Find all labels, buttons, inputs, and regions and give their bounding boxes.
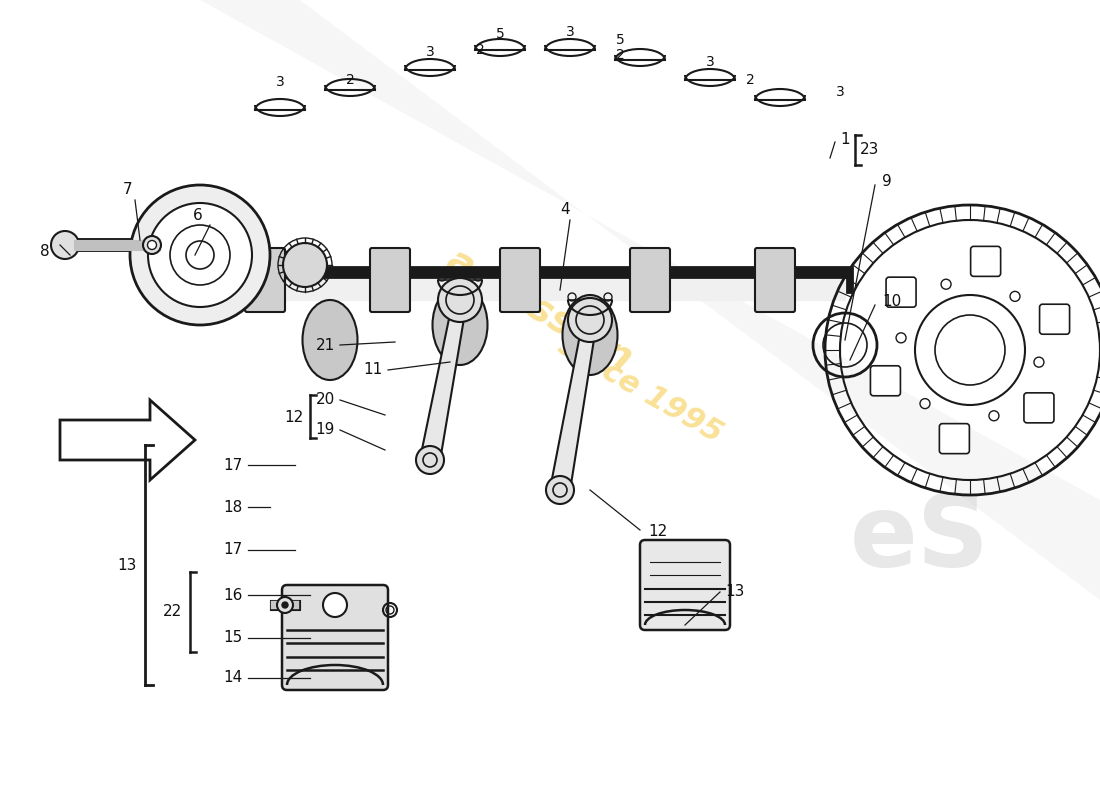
Ellipse shape bbox=[143, 236, 161, 254]
Text: 13: 13 bbox=[118, 558, 138, 573]
FancyBboxPatch shape bbox=[245, 248, 285, 312]
Circle shape bbox=[277, 597, 293, 613]
FancyBboxPatch shape bbox=[1040, 304, 1069, 334]
Text: 2: 2 bbox=[616, 48, 625, 62]
Text: 12: 12 bbox=[285, 410, 304, 425]
Text: 3: 3 bbox=[426, 45, 434, 59]
Circle shape bbox=[130, 185, 270, 325]
Text: 13: 13 bbox=[725, 585, 745, 599]
Text: 19: 19 bbox=[316, 422, 336, 438]
Text: eS: eS bbox=[850, 491, 990, 589]
FancyBboxPatch shape bbox=[630, 248, 670, 312]
FancyBboxPatch shape bbox=[887, 277, 916, 307]
Circle shape bbox=[323, 593, 346, 617]
Polygon shape bbox=[200, 0, 1100, 600]
Text: 16: 16 bbox=[223, 587, 243, 602]
Circle shape bbox=[546, 476, 574, 504]
Circle shape bbox=[416, 446, 444, 474]
Text: a passion: a passion bbox=[440, 242, 639, 378]
FancyBboxPatch shape bbox=[500, 248, 540, 312]
Text: 9: 9 bbox=[882, 174, 892, 190]
Text: 8: 8 bbox=[41, 245, 50, 259]
Circle shape bbox=[438, 278, 482, 322]
Polygon shape bbox=[550, 318, 597, 492]
Text: 18: 18 bbox=[223, 499, 243, 514]
Text: 17: 17 bbox=[223, 542, 243, 558]
Circle shape bbox=[568, 298, 612, 342]
FancyBboxPatch shape bbox=[370, 248, 410, 312]
FancyBboxPatch shape bbox=[870, 366, 901, 396]
Ellipse shape bbox=[51, 231, 79, 259]
Text: 6: 6 bbox=[194, 207, 202, 222]
Circle shape bbox=[283, 243, 327, 287]
FancyBboxPatch shape bbox=[970, 246, 1001, 276]
Text: 21: 21 bbox=[316, 338, 336, 353]
Text: 5: 5 bbox=[616, 33, 625, 47]
Text: 20: 20 bbox=[316, 393, 336, 407]
Text: 2: 2 bbox=[475, 43, 484, 57]
Text: 12: 12 bbox=[648, 525, 668, 539]
Text: 2: 2 bbox=[345, 73, 354, 87]
Polygon shape bbox=[60, 400, 195, 480]
Text: 14: 14 bbox=[223, 670, 243, 686]
Text: 15: 15 bbox=[223, 630, 243, 646]
Text: 3: 3 bbox=[276, 75, 285, 89]
Text: 7: 7 bbox=[123, 182, 133, 198]
Text: 1: 1 bbox=[840, 133, 849, 147]
Ellipse shape bbox=[302, 300, 358, 380]
Text: 17: 17 bbox=[223, 458, 243, 473]
FancyBboxPatch shape bbox=[755, 248, 795, 312]
Text: 23: 23 bbox=[860, 142, 879, 158]
Text: 3: 3 bbox=[565, 25, 574, 39]
Text: 10: 10 bbox=[882, 294, 901, 310]
FancyBboxPatch shape bbox=[1024, 393, 1054, 423]
Text: 3: 3 bbox=[705, 55, 714, 69]
Text: 4: 4 bbox=[560, 202, 570, 218]
Circle shape bbox=[148, 203, 252, 307]
Ellipse shape bbox=[147, 241, 156, 250]
Text: 3: 3 bbox=[836, 85, 845, 99]
FancyBboxPatch shape bbox=[640, 540, 730, 630]
Text: 22: 22 bbox=[163, 605, 182, 619]
Polygon shape bbox=[420, 298, 466, 462]
Ellipse shape bbox=[432, 285, 487, 365]
Ellipse shape bbox=[562, 295, 617, 375]
Text: 11: 11 bbox=[364, 362, 383, 378]
FancyBboxPatch shape bbox=[282, 585, 388, 690]
Text: 2: 2 bbox=[746, 73, 755, 87]
FancyBboxPatch shape bbox=[939, 424, 969, 454]
Text: 5: 5 bbox=[496, 27, 505, 41]
Text: since 1995: since 1995 bbox=[553, 331, 727, 449]
Circle shape bbox=[282, 602, 288, 608]
